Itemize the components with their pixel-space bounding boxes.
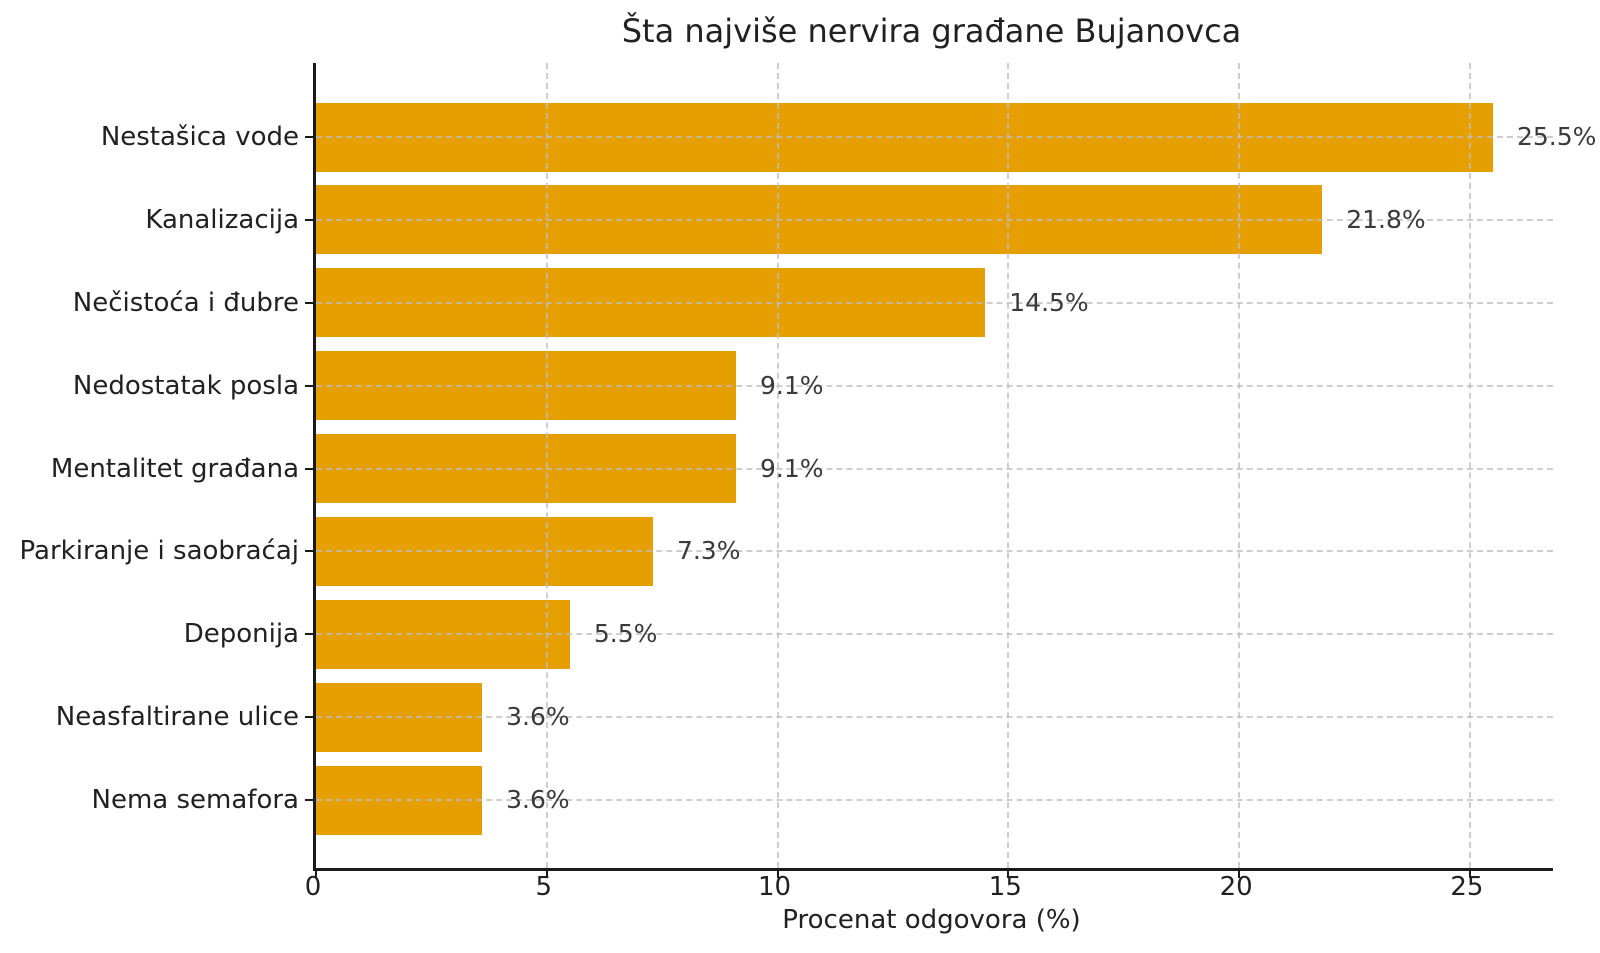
x-tick-label: 5 [535,872,553,902]
bar-value-label: 21.8% [1346,204,1426,234]
x-tick-mark [1468,868,1471,878]
x-axis-label: Procenat odgovora (%) [782,905,1081,935]
category-label: Kanalizacija [145,204,299,235]
category-label: Nestašica vode [100,122,299,152]
category-label: Parkiranje i saobraćaj [19,536,299,567]
h-gridline [316,550,1553,553]
x-tick-mark [776,868,779,878]
v-gridline [1468,63,1471,868]
bar-value-label: 9.1% [760,453,824,483]
category-label: Neasfaltirane ulice [55,702,299,733]
bar-value-label: 3.6% [506,785,570,814]
v-gridline [545,63,548,868]
category-label: Mentalitet građana [50,453,299,484]
y-axis-category-labels: Nestašica vode Kanalizacija Nečistoća i đu… [0,63,299,868]
category-label: Deponija [183,619,299,650]
h-gridline [316,301,1553,304]
y-tick-mark [305,633,315,636]
bar-value-label: 14.5% [1009,287,1089,317]
h-gridline [316,467,1553,470]
x-tick-label: 0 [304,872,322,902]
plot-area: 25.5% 21.8% 14.5% 9.1% 9.1% 7.3% 5.5% 3.6% 3.6% [305,63,1596,878]
bar-value-label: 25.5% [1516,122,1597,151]
category-label: Nedostatak posla [72,370,299,401]
y-tick-mark [305,467,315,470]
category-label: Nečistoća i đubre [72,287,299,318]
h-gridline [316,633,1553,636]
x-tick-mark [545,868,548,878]
x-tick-label: 20 [1219,872,1253,902]
y-tick-mark [305,716,315,719]
x-tick-mark [315,868,317,878]
h-gridline [316,384,1553,387]
category-label: Nema semafora [91,785,299,815]
v-gridline [1238,63,1241,868]
x-tick-label: 25 [1450,872,1484,902]
chart-title: Šta najviše nervira građane Bujanovca [621,12,1242,50]
y-tick-mark [305,218,315,221]
bar-value-label: 9.1% [760,370,824,400]
h-gridline [316,716,1553,719]
h-gridline [316,218,1553,221]
bar-value-label: 5.5% [593,619,658,649]
x-tick-mark [1007,868,1010,878]
y-tick-mark [305,384,315,387]
bar-value-label: 3.6% [506,702,570,732]
h-gridline [316,136,1553,138]
x-tick-label: 15 [988,872,1022,902]
y-tick-mark [305,136,315,138]
v-gridline [776,63,779,868]
v-gridline [1007,63,1010,868]
y-tick-mark [305,799,315,801]
h-gridline [316,799,1553,801]
x-tick-mark [1238,868,1241,878]
bar-value-label: 7.3% [676,536,741,566]
y-tick-mark [305,301,315,304]
y-tick-mark [305,550,315,553]
x-tick-label: 10 [758,872,792,902]
